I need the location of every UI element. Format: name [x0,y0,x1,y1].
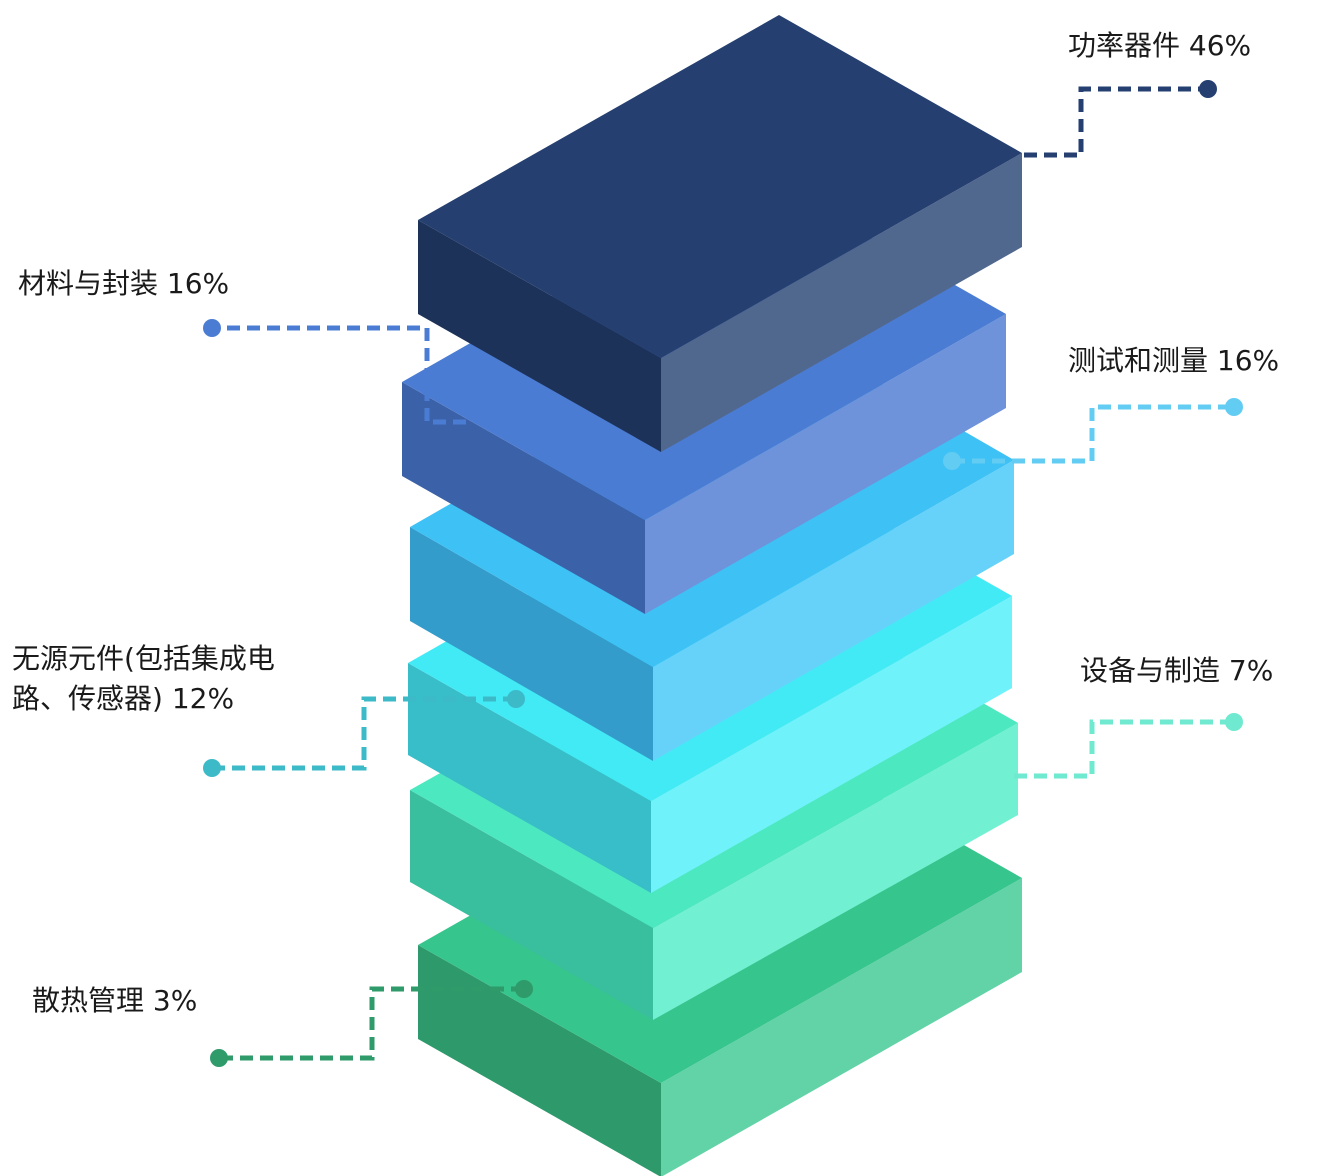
layer-slab-left-face [402,382,645,614]
leader-line-5 [212,325,466,425]
leader-end-dot-3 [203,759,221,777]
leader-end-dot-1 [210,1049,228,1067]
layer-slab-left-face [418,220,661,452]
leader-line-3 [212,696,516,771]
leader-line-2 [1014,719,1234,779]
layer-label-1: 散热管理 3% [32,984,197,1017]
layer-label-6: 功率器件 46% [1068,29,1251,62]
leader-end-dot-6 [1199,80,1217,98]
leader-end-dot-5 [203,319,221,337]
leader-end-dot-2 [1225,713,1243,731]
layer-slab-top-face [418,15,1022,358]
layer-slab-right-face [661,878,1022,1176]
layer-label-5: 材料与封装 16% [18,267,229,300]
leader-line-6 [1024,86,1208,158]
leader-anchor-dot-3 [507,690,525,708]
layer-slab-left-face [410,527,653,761]
layer-slab-right-face [653,723,1018,1020]
layer-slab-left-face [418,945,661,1176]
layer-label-2: 设备与制造 7% [1080,654,1273,687]
layer-slab-left-face [410,790,653,1020]
layer-slab-6 [418,15,1022,452]
layer-label-3-line-2: 路、传感器) 12% [12,682,234,715]
layer-label-3-line-1: 无源元件(包括集成电 [12,642,275,675]
leader-line-4 [952,404,1234,464]
leader-anchor-dot-1 [515,980,533,998]
layer-slab-right-face [653,460,1014,761]
leader-line-1 [219,986,524,1061]
layer-slab-left-face [408,663,651,893]
layer-slab-right-face [645,314,1006,614]
layer-label-4: 测试和测量 16% [1068,344,1279,377]
leader-end-dot-4 [1225,398,1243,416]
layer-slab-right-face [651,596,1012,893]
leader-anchor-dot-4 [943,452,961,470]
layer-slab-right-face [661,153,1022,452]
